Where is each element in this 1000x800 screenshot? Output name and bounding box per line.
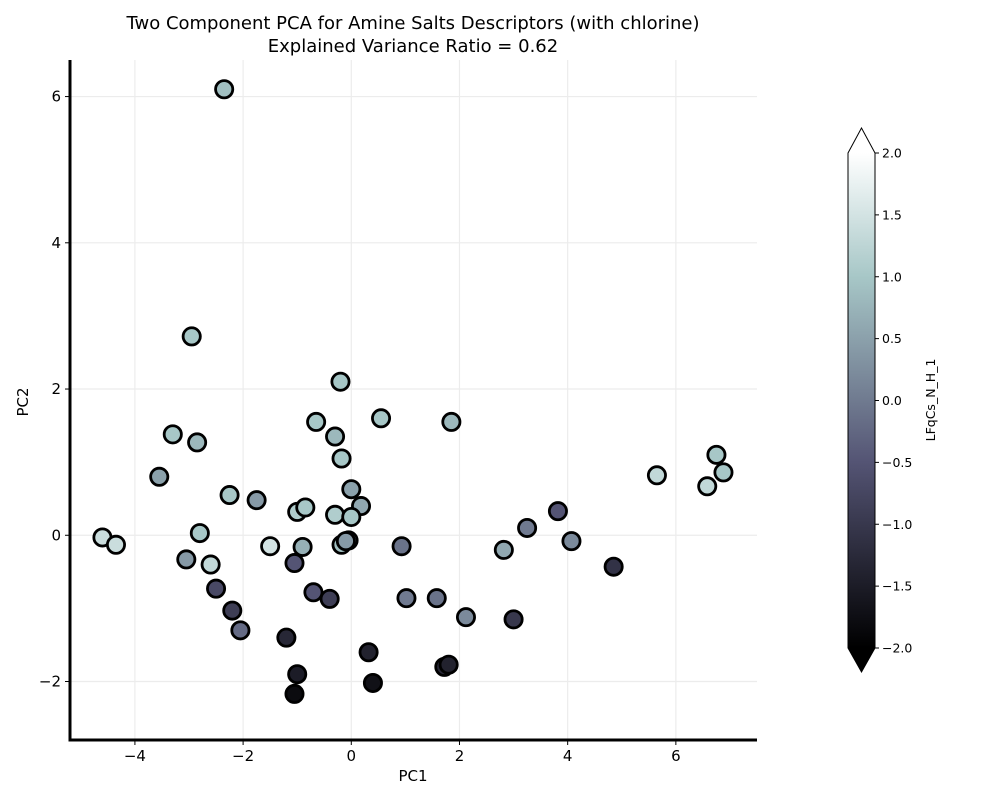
data-point (149, 466, 170, 487)
data-point (396, 588, 417, 609)
x-tick-label: −4 (124, 747, 146, 765)
colorbar-tick-label: −1.0 (882, 517, 912, 532)
data-point (295, 497, 316, 518)
data-point (547, 501, 568, 522)
data-point (441, 411, 462, 432)
data-point (503, 609, 524, 630)
data-point (331, 448, 352, 469)
data-point (426, 588, 447, 609)
data-point (391, 536, 412, 557)
colorbar-label: LFqCs_N_H_1 (923, 359, 938, 442)
data-point (319, 588, 340, 609)
data-point (222, 600, 243, 621)
data-point (455, 607, 476, 628)
colorbar-gradient (848, 153, 875, 648)
colorbar-tick-label: −0.5 (882, 455, 912, 470)
data-point (362, 672, 383, 693)
data-point (303, 582, 324, 603)
data-point (189, 523, 210, 544)
y-tick-label: 4 (51, 234, 61, 252)
colorbar-tick-label: 2.0 (882, 146, 902, 161)
data-point (341, 479, 362, 500)
data-point (697, 476, 718, 497)
data-point (706, 444, 727, 465)
data-point (260, 536, 281, 557)
data-point (187, 432, 208, 453)
data-point (214, 79, 235, 100)
y-tick-label: 0 (51, 526, 61, 544)
x-tick-label: 6 (671, 747, 681, 765)
data-point (713, 462, 734, 483)
data-point (306, 411, 327, 432)
data-point (561, 531, 582, 552)
data-point (646, 465, 667, 486)
chart-title-line1: Two Component PCA for Amine Salts Descri… (125, 13, 699, 34)
x-ticks: −4 −2 0 2 4 6 (124, 740, 681, 765)
data-point (325, 504, 346, 525)
data-point (276, 627, 297, 648)
data-point (284, 553, 305, 574)
data-point (335, 531, 356, 552)
data-point (162, 424, 183, 445)
data-point (438, 654, 459, 675)
data-point (176, 549, 197, 570)
data-point (493, 539, 514, 560)
scatter-points (92, 79, 734, 704)
grid-lines (70, 60, 757, 740)
colorbar-tick-label: 1.5 (882, 207, 902, 222)
data-point (246, 490, 267, 511)
y-tick-label: −2 (39, 673, 61, 691)
colorbar-tick-label: 0.0 (882, 393, 902, 408)
data-point (517, 517, 538, 538)
chart-title-line2: Explained Variance Ratio = 0.62 (268, 36, 558, 57)
data-point (358, 642, 379, 663)
data-point (341, 506, 362, 527)
colorbar-tick-label: 1.0 (882, 269, 902, 284)
colorbar-tick-label: 0.5 (882, 331, 902, 346)
data-point (181, 326, 202, 347)
data-point (325, 426, 346, 447)
x-tick-label: 4 (563, 747, 573, 765)
data-point (292, 536, 313, 557)
data-point (287, 664, 308, 685)
data-point (603, 556, 624, 577)
data-point (284, 683, 305, 704)
data-point (371, 408, 392, 429)
x-tick-label: 2 (455, 747, 465, 765)
data-point (200, 554, 221, 575)
colorbar: 2.0 1.5 1.0 0.5 0.0 −0.5 −1.0 −1.5 −2.0 LFqCs_N_… (847, 126, 938, 674)
y-tick-label: 2 (51, 380, 61, 398)
data-point (230, 620, 251, 641)
y-tick-label: 6 (51, 88, 61, 106)
data-point (206, 578, 227, 599)
x-axis-label: PC1 (398, 767, 427, 785)
y-ticks: −2 0 2 4 6 (39, 88, 70, 691)
colorbar-extend-bottom (848, 648, 875, 672)
colorbar-extend-top (848, 128, 875, 153)
colorbar-tick-label: −2.0 (882, 641, 912, 656)
data-point (219, 485, 240, 506)
colorbar-ticks: 2.0 1.5 1.0 0.5 0.0 −0.5 −1.0 −1.5 −2.0 (875, 146, 912, 656)
y-axis-label: PC2 (14, 387, 32, 416)
colorbar-tick-label: −1.5 (882, 579, 912, 594)
x-tick-label: 0 (347, 747, 357, 765)
data-point (330, 371, 351, 392)
data-point (105, 534, 126, 555)
x-tick-label: −2 (232, 747, 254, 765)
